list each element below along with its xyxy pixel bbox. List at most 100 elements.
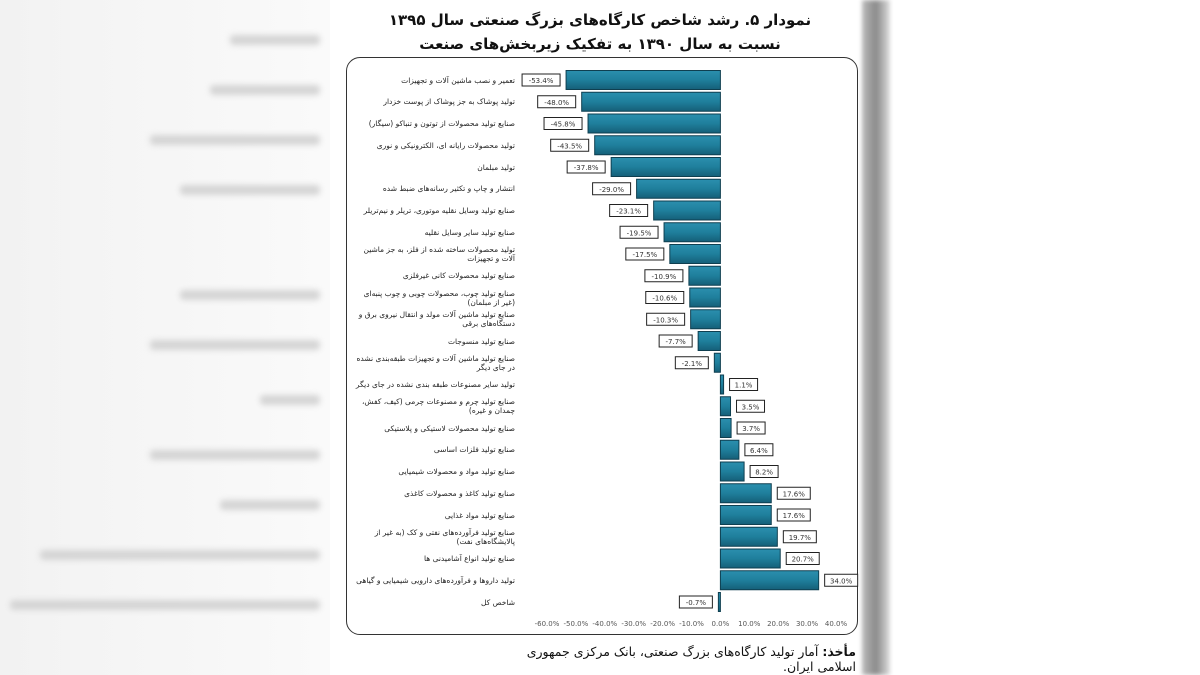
bar [663,222,721,243]
category-label: صنایع تولید کاغذ و محصولات کاغذی [404,488,515,498]
data-label-box [736,421,766,435]
x-tick-label: 0.0% [712,620,730,628]
category-label: صنایع تولید منسوجات [447,336,515,346]
x-tick-label: 30.0% [796,620,819,628]
data-label: 3.7% [742,425,760,433]
data-label-box [592,182,632,196]
category-label: صنایع تولید مواد غذایی [444,510,515,520]
bar [690,309,721,330]
source-note: مأخذ: آمار تولید کارگاه‌های بزرگ صنعتی، … [500,644,856,674]
bar [719,374,725,395]
data-label: 17.6% [783,490,806,498]
data-label: 34.0% [830,577,853,585]
bar [719,526,778,547]
category-label: انتشار و چاپ و تکثیر رسانه‌های ضبط شده [382,184,515,194]
x-tick-label: -30.0% [621,620,646,628]
blurred-background-edge [862,0,890,675]
data-label: 3.5% [742,403,760,411]
bar [719,439,740,460]
data-label: -45.8% [551,121,576,129]
category-label: صنایع تولید وسایل نقلیه موتوری، تریلر و … [363,206,515,215]
bar [689,287,721,308]
bar [636,178,721,199]
data-label-box [645,291,685,304]
category-label: صنایع تولید محصولات لاستیکی و پلاستیکی [384,423,515,433]
data-label: 17.6% [783,512,806,520]
data-label-box [736,399,766,413]
data-label-box [644,269,684,283]
category-label: صنایع تولید فرآورده‌های نفتی و کک (به غی… [374,527,515,546]
chart-title: نمودار ۵. رشد شاخص کارگاه‌های بزرگ صنعتی… [388,11,812,29]
category-label: تولید محصولات ساخته شده از فلز، به جز ما… [363,245,515,263]
category-label: صنایع تولید محصولات کانی غیرفلزی [402,271,515,281]
data-label: 8.2% [755,469,773,477]
bar [719,505,772,525]
data-label: 19.7% [789,534,812,542]
x-tick-label: -50.0% [564,620,589,628]
x-tick-label: -20.0% [650,620,675,628]
bar [653,200,721,221]
x-tick-label: 20.0% [767,620,790,628]
category-label: تعمیر و نصب ماشین آلات و تجهیزات [401,75,515,85]
data-label-box [729,378,759,391]
bar [719,418,732,438]
x-tick-label: 10.0% [738,620,761,628]
bar [719,570,820,591]
data-label-box [566,160,606,174]
bar [719,548,781,569]
data-label-box [646,312,686,326]
data-label: -10.3% [653,316,678,324]
data-label-box [824,573,859,587]
category-label: صنایع تولید مواد و محصولات شیمیایی [398,467,515,476]
data-label-box [619,225,659,239]
data-label: -48.0% [544,99,569,107]
data-label: 1.1% [735,382,753,390]
bar [669,244,721,264]
bar [697,331,721,351]
data-label: 20.7% [792,556,815,564]
bar [610,157,721,177]
x-tick-label: -10.0% [679,620,704,628]
data-label: -10.9% [652,273,677,281]
data-label-box [785,552,820,565]
x-tick-label: -60.0% [535,620,560,628]
data-label: -17.5% [632,251,657,259]
data-label: -2.1% [682,360,703,368]
category-label: صنایع تولید محصولات از توتون و تنباکو (س… [368,119,515,128]
bar [587,113,721,134]
category-label: صنایع تولید چرم و مصنوعات چرمی (کیف، کفش… [362,397,515,416]
data-label-box [609,204,649,217]
bar [688,265,721,286]
category-label: صنایع تولید انواع آشامیدنی ها [423,554,515,563]
data-label: -37.8% [574,164,599,172]
category-label: صنایع تولید فلزات اساسی [433,445,515,455]
data-label-box [776,486,811,500]
data-label-box [678,595,713,609]
data-label-box [625,247,665,261]
category-label: شاخص کل [480,597,515,607]
data-label: -53.4% [529,77,554,85]
data-label-box [744,443,774,457]
data-label-box [782,530,817,544]
chart-title-block: نمودار ۵. رشد شاخص کارگاه‌های بزرگ صنعتی… [340,8,860,56]
data-label-box [537,95,577,109]
source-label: مأخذ: [822,644,856,659]
blurred-background-page [0,0,330,675]
data-label-box [521,73,561,87]
data-label-box [550,138,590,152]
x-tick-label: 40.0% [825,620,848,628]
data-label: -10.6% [652,295,677,303]
category-label: صنایع تولید ماشین آلات مولد و انتقال نیر… [358,310,515,329]
bar [719,483,772,504]
data-label-box [658,334,693,348]
data-label-box [776,508,811,522]
data-label-box [749,465,779,478]
category-label: صنایع تولید ماشین آلات و تجهیزات طبقه‌بن… [356,353,515,372]
bar [719,396,732,417]
bar [594,135,721,156]
data-label: -43.5% [557,142,582,150]
data-label: -7.7% [665,338,686,346]
bar [717,592,721,612]
category-label: تولید داروها و فرآورده‌های دارویی شیمیای… [356,575,515,585]
